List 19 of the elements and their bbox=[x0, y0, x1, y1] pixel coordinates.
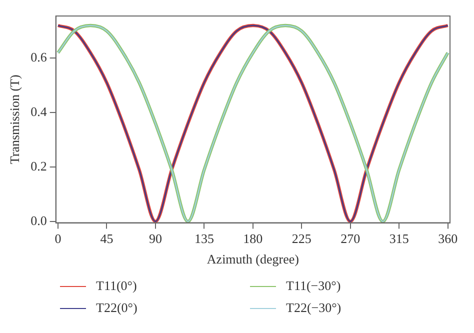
legend-label: T22(0°) bbox=[96, 300, 138, 316]
x-tick-label: 45 bbox=[100, 231, 114, 246]
y-tick-label: 0.0 bbox=[30, 212, 47, 228]
legend-label: T11(−30°) bbox=[286, 278, 341, 294]
y-axis-title: Transmission (T) bbox=[7, 74, 22, 164]
x-tick-label: 135 bbox=[194, 231, 214, 246]
x-tick-label: 360 bbox=[438, 231, 458, 246]
y-tick-label: 0.4 bbox=[30, 104, 48, 120]
legend-label: T22(−30°) bbox=[286, 300, 342, 316]
x-tick-label: 90 bbox=[148, 231, 162, 246]
x-tick-label: 270 bbox=[340, 231, 360, 246]
x-tick-label: 225 bbox=[292, 231, 312, 246]
x-tick-label: 0 bbox=[54, 231, 62, 246]
legend-label: T11(0°) bbox=[96, 278, 137, 294]
y-tick-label: 0.2 bbox=[30, 158, 47, 174]
x-tick-label: 315 bbox=[389, 231, 409, 246]
x-axis-title: Azimuth (degree) bbox=[206, 252, 299, 267]
y-tick-label: 0.6 bbox=[30, 50, 48, 65]
x-tick-label: 180 bbox=[243, 231, 263, 246]
